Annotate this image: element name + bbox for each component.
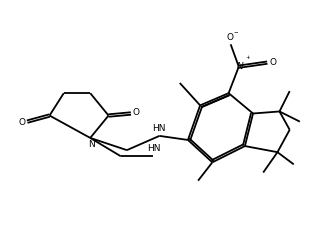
Text: N: N [88,140,95,149]
Text: O: O [226,33,233,42]
Text: O: O [18,118,26,127]
Text: O: O [133,108,140,117]
Text: HN: HN [152,124,165,133]
Text: O: O [269,58,277,67]
Text: $^-$: $^-$ [232,29,239,38]
Text: $N$: $N$ [236,60,244,71]
Text: $^+$: $^+$ [244,55,251,64]
Text: HN: HN [147,144,161,153]
